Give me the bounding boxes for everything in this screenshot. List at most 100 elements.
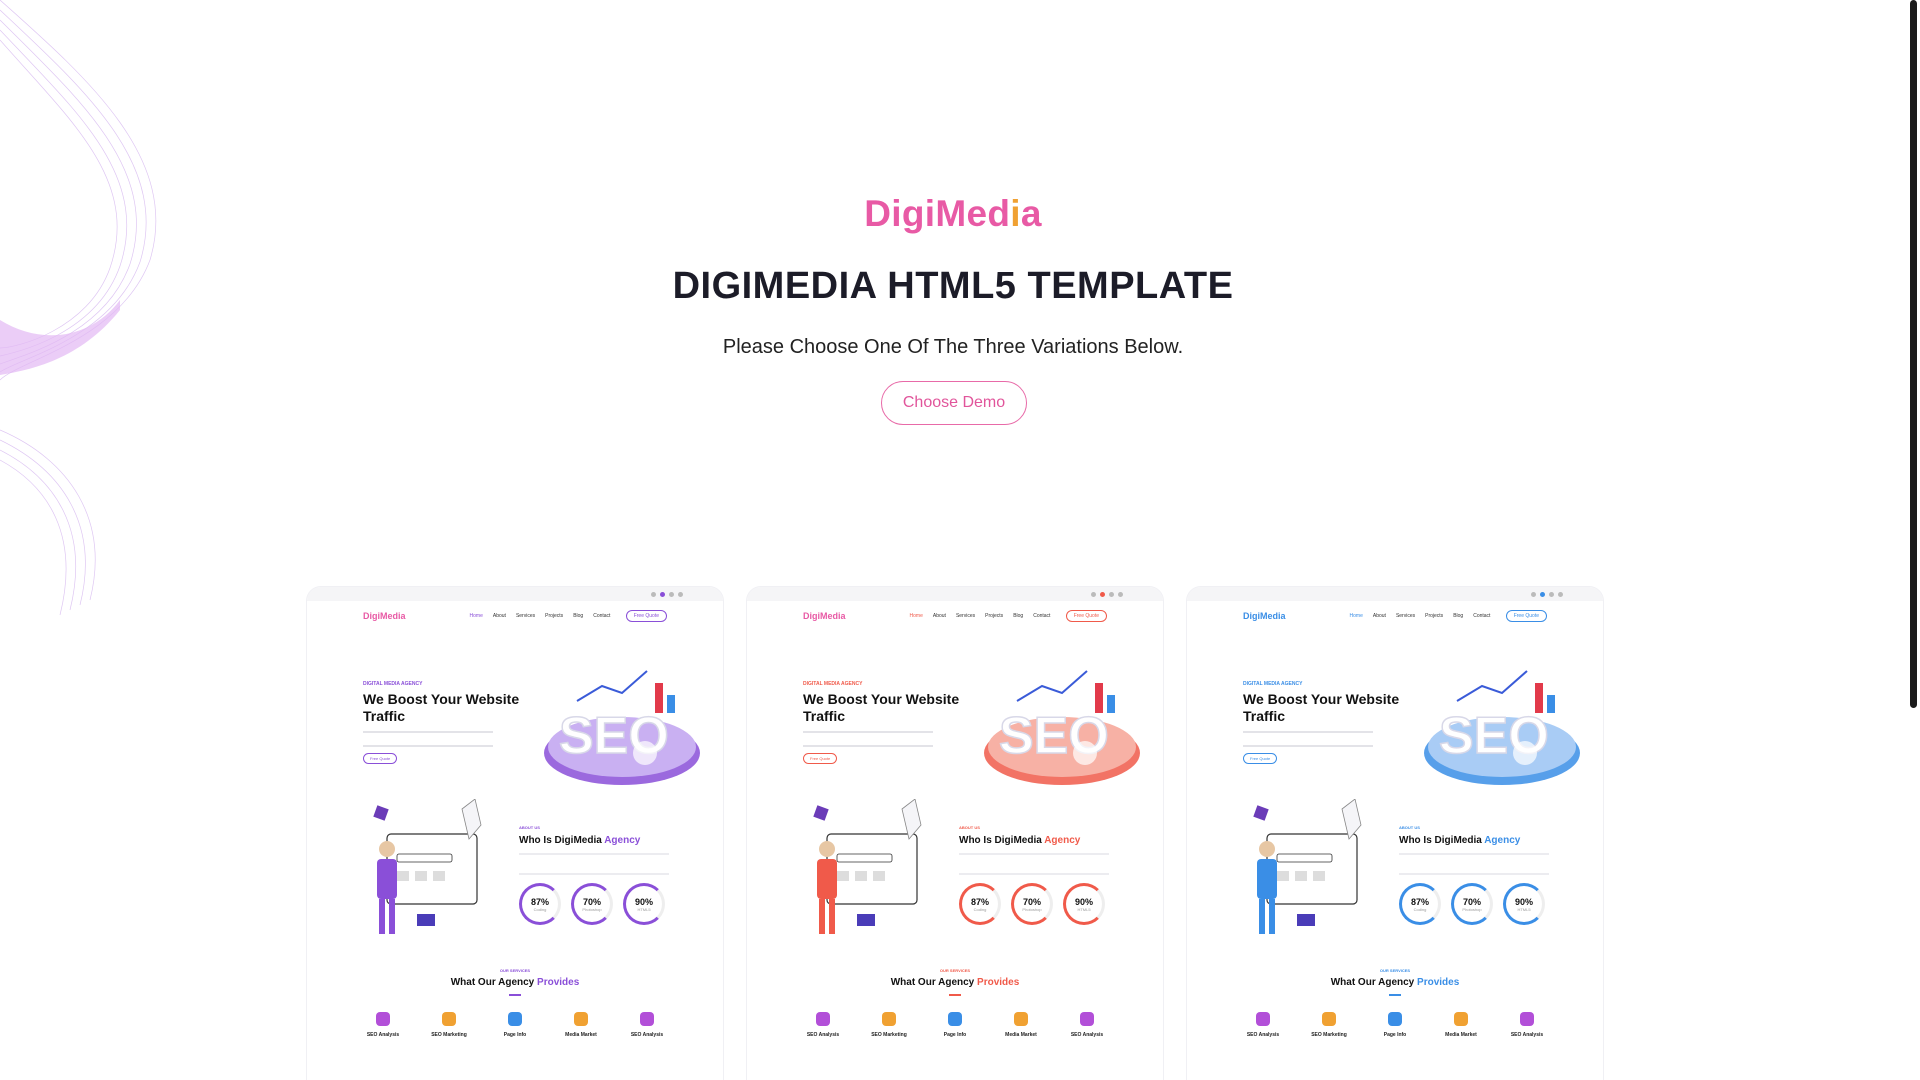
- demo-card-purple[interactable]: DigiMedia Home About Services Projects Blog C…: [307, 587, 723, 1080]
- demo-hero-tag: DIGITAL MEDIA AGENCY: [1243, 681, 1303, 687]
- demo-nav-link: Contact: [593, 613, 611, 619]
- service-item: Media Market: [1433, 1012, 1489, 1038]
- service-item: SEO Analysis: [1499, 1012, 1555, 1038]
- demo-hero-button: Free Quote: [363, 753, 398, 764]
- demo-services-tag: OUR SERVICES: [1379, 968, 1411, 973]
- demo-card-blue[interactable]: DigiMedia Home About Services Projects Blog C…: [1187, 587, 1603, 1080]
- person-illustration: [373, 799, 482, 934]
- demo-about: ABOUT US Who Is DigiMedia Agency 87% Codi…: [307, 791, 723, 956]
- scrollbar[interactable]: [1906, 0, 1920, 1080]
- demo-hero-tag: DIGITAL MEDIA AGENCY: [363, 681, 423, 687]
- demo-about-title: Who Is DigiMedia Agency: [959, 835, 1081, 846]
- service-icon: [1322, 1012, 1336, 1026]
- logo-text: DigiMed: [864, 193, 1011, 234]
- demo-quote-button: Free Quote: [625, 610, 667, 622]
- demo-nav-link: Projects: [1425, 613, 1444, 619]
- demo-nav-link: About: [932, 613, 946, 619]
- demo-topbar: [307, 587, 723, 601]
- service-item: SEO Marketing: [421, 1012, 477, 1038]
- digimedia-logo: DigiMedia: [0, 193, 1906, 235]
- demo-card-red[interactable]: DigiMedia Home About Services Projects Blog C…: [747, 587, 1163, 1080]
- service-icon: [442, 1012, 456, 1026]
- demo-nav-link: Home: [909, 613, 923, 619]
- demo-about-title: Who Is DigiMedia Agency: [519, 835, 641, 846]
- skill-ring: 87% Coding: [959, 883, 1001, 925]
- service-icon: [640, 1012, 654, 1026]
- demo-about-tag: ABOUT US: [959, 825, 980, 830]
- scrollbar-thumb[interactable]: [1910, 0, 1917, 708]
- demo-services: OUR SERVICES What Our Agency Provides SE…: [747, 956, 1163, 1066]
- demo-hero-text-placeholder: [803, 731, 933, 747]
- skill-ring: 90% HTML5: [1503, 883, 1545, 925]
- demo-nav-link: Home: [1349, 613, 1363, 619]
- demo-hero-title: We Boost Your Website Traffic: [363, 691, 520, 724]
- demo-nav-links: Home About Services Projects Blog Contact: [1350, 613, 1491, 619]
- demo-hero: DIGITAL MEDIA AGENCY We Boost Your Websi…: [307, 631, 723, 791]
- demo-quote-button: Free Quote: [1505, 610, 1547, 622]
- service-item: Page Info: [927, 1012, 983, 1038]
- demo-nav-link: Projects: [545, 613, 564, 619]
- service-item: SEO Analysis: [1059, 1012, 1115, 1038]
- demo-topbar: [747, 587, 1163, 601]
- skill-ring: 70% Photoshop: [1451, 883, 1493, 925]
- demo-hero-text-placeholder: [363, 731, 493, 747]
- demo-skill-rings: 87% Coding 70% Photoshop 90% HTML5: [1399, 883, 1545, 925]
- demo-about-text-placeholder: [519, 853, 669, 875]
- demo-about: ABOUT US Who Is DigiMedia Agency 87% Codi…: [1187, 791, 1603, 956]
- underline-divider: [509, 994, 521, 996]
- demo-hero-tag: DIGITAL MEDIA AGENCY: [803, 681, 863, 687]
- service-item: Page Info: [487, 1012, 543, 1038]
- demo-services-title: What Our Agency Provides: [1330, 977, 1460, 988]
- demo-hero-title: We Boost Your Website Traffic: [1243, 691, 1400, 724]
- demo-nav-link: About: [492, 613, 506, 619]
- demo-services-tag: OUR SERVICES: [939, 968, 971, 973]
- service-item: Media Market: [553, 1012, 609, 1038]
- demo-skill-rings: 87% Coding 70% Photoshop 90% HTML5: [519, 883, 665, 925]
- choose-demo-button[interactable]: Choose Demo: [881, 381, 1027, 425]
- demo-hero-button: Free Quote: [803, 753, 838, 764]
- service-icon: [1014, 1012, 1028, 1026]
- service-icon: [1080, 1012, 1094, 1026]
- service-item: SEO Analysis: [795, 1012, 851, 1038]
- demo-about-text-placeholder: [959, 853, 1109, 875]
- demo-services-tag: OUR SERVICES: [499, 968, 531, 973]
- service-icon: [816, 1012, 830, 1026]
- service-item: SEO Analysis: [355, 1012, 411, 1038]
- skill-ring: 70% Photoshop: [1011, 883, 1053, 925]
- demo-navbar: DigiMedia Home About Services Projects Blog C…: [1187, 601, 1603, 631]
- demo-nav-link: Blog: [573, 613, 584, 619]
- demo-service-list: SEO Analysis SEO Marketing Page Info Media …: [355, 1012, 675, 1038]
- skill-ring: 90% HTML5: [623, 883, 665, 925]
- demo-nav-link: Services: [1395, 613, 1416, 619]
- svg-text:SEO: SEO: [999, 707, 1109, 765]
- skill-ring: 70% Photoshop: [571, 883, 613, 925]
- demo-nav-link: Home: [469, 613, 483, 619]
- demo-topbar: [1187, 587, 1603, 601]
- demo-nav-link: Blog: [1453, 613, 1464, 619]
- demo-about-text-placeholder: [1399, 853, 1549, 875]
- demo-nav-link: Blog: [1013, 613, 1024, 619]
- seo-illustration: SEO: [1424, 670, 1580, 785]
- demo-hero: DIGITAL MEDIA AGENCY We Boost Your Websi…: [747, 631, 1163, 791]
- demo-services: OUR SERVICES What Our Agency Provides SE…: [307, 956, 723, 1066]
- service-item: SEO Marketing: [1301, 1012, 1357, 1038]
- demo-brand: DigiMedia: [363, 611, 406, 621]
- logo-text-accent: i: [1010, 193, 1021, 234]
- demo-navbar: DigiMedia Home About Services Projects Blog C…: [307, 601, 723, 631]
- demo-nav-link: Services: [515, 613, 536, 619]
- service-icon: [1388, 1012, 1402, 1026]
- demo-about-tag: ABOUT US: [1399, 825, 1420, 830]
- demo-services: OUR SERVICES What Our Agency Provides SE…: [1187, 956, 1603, 1066]
- social-icons: [1091, 591, 1123, 597]
- underline-divider: [949, 994, 961, 996]
- demo-nav-link: Contact: [1473, 613, 1491, 619]
- skill-ring: 87% Coding: [1399, 883, 1441, 925]
- seo-illustration: SEO: [984, 670, 1140, 785]
- demo-skill-rings: 87% Coding 70% Photoshop 90% HTML5: [959, 883, 1105, 925]
- person-illustration: [813, 799, 922, 934]
- person-illustration: [1253, 799, 1362, 934]
- demo-nav-links: Home About Services Projects Blog Contact: [910, 613, 1051, 619]
- skill-ring: 87% Coding: [519, 883, 561, 925]
- page-subtitle: Please Choose One Of The Three Variation…: [722, 336, 1184, 358]
- demo-service-list: SEO Analysis SEO Marketing Page Info Media …: [1235, 1012, 1555, 1038]
